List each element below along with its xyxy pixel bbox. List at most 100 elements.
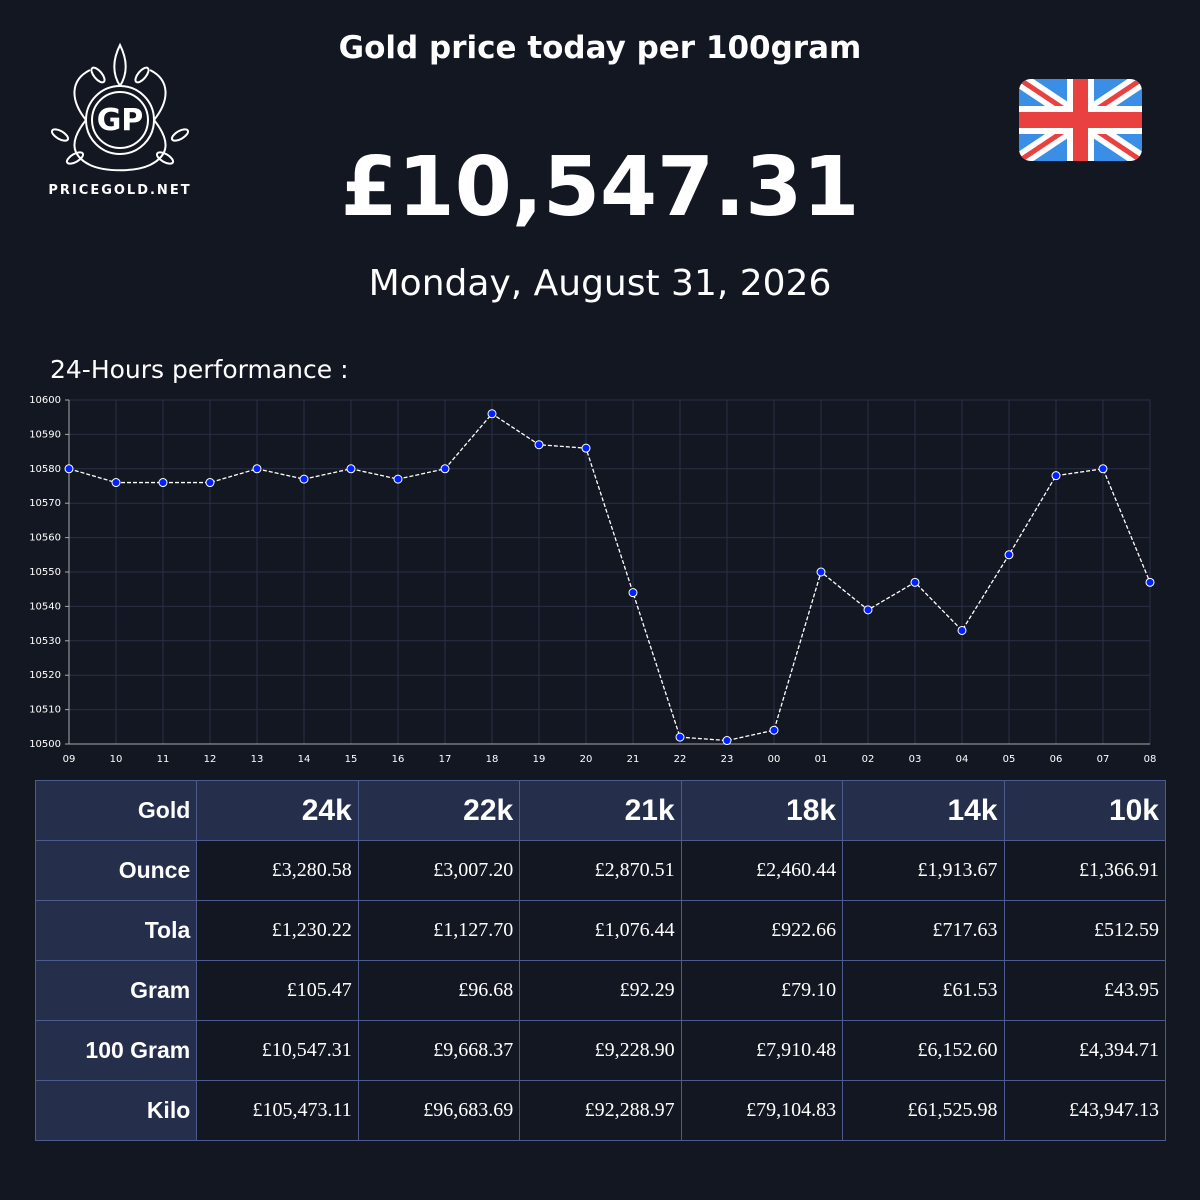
cell: £1,230.22 xyxy=(196,900,359,961)
y-tick-label: 10520 xyxy=(29,670,61,681)
point xyxy=(205,478,215,488)
point xyxy=(299,474,309,484)
cell: £105,473.11 xyxy=(196,1080,359,1141)
point xyxy=(534,440,544,450)
cell: £105.47 xyxy=(196,960,359,1021)
row-label: Kilo xyxy=(34,1080,198,1141)
cell: £92.29 xyxy=(519,960,682,1021)
x-tick-label: 05 xyxy=(1003,754,1016,765)
cell: 14k xyxy=(842,780,1005,841)
point xyxy=(769,725,779,735)
cell: 21k xyxy=(519,780,682,841)
x-tick-label: 15 xyxy=(345,754,358,765)
point xyxy=(628,588,638,598)
cell: £3,007.20 xyxy=(357,840,521,901)
point xyxy=(487,409,497,419)
cell: £79,104.83 xyxy=(680,1080,844,1141)
cell: 18k xyxy=(680,780,844,841)
x-tick-label: 09 xyxy=(63,754,76,765)
point xyxy=(1098,464,1108,474)
cell: £92,288.97 xyxy=(519,1080,682,1141)
x-tick-label: 06 xyxy=(1050,754,1063,765)
x-tick-label: 22 xyxy=(674,754,687,765)
cell: £6,152.60 xyxy=(842,1020,1005,1081)
y-tick-label: 10600 xyxy=(29,395,61,406)
cell: £61.53 xyxy=(842,960,1005,1021)
x-tick-label: 17 xyxy=(439,754,452,765)
cell: £3,280.58 xyxy=(196,840,359,901)
point xyxy=(957,625,967,635)
x-tick-label: 02 xyxy=(862,754,875,765)
x-tick-label: 16 xyxy=(392,754,405,765)
point xyxy=(816,567,826,577)
y-tick-label: 10510 xyxy=(29,705,61,716)
y-tick-label: 10590 xyxy=(29,429,61,440)
point xyxy=(675,732,685,742)
cell: £61,525.98 xyxy=(842,1080,1005,1141)
x-tick-label: 23 xyxy=(721,754,734,765)
x-tick-label: 12 xyxy=(204,754,217,765)
point xyxy=(393,474,403,484)
table-row: Gram £105.47 £96.68 £92.29 £79.10 £61.53 £43.9… xyxy=(34,960,1167,1021)
cell: £96,683.69 xyxy=(357,1080,521,1141)
y-tick-label: 10560 xyxy=(29,533,61,544)
cell: £7,910.48 xyxy=(680,1020,844,1081)
cell: £2,870.51 xyxy=(519,840,682,901)
cell: £4,394.71 xyxy=(1003,1020,1167,1081)
brand: PRICEGOLD.NET xyxy=(48,183,191,198)
logo: GP PRICEGOLD.NET xyxy=(48,42,191,198)
logo-text: GP xyxy=(97,103,144,138)
cell: £2,460.44 xyxy=(680,840,844,901)
date: Monday, August 31, 2026 xyxy=(368,263,832,304)
x-tick-label: 18 xyxy=(486,754,499,765)
y-tick-label: 10500 xyxy=(29,739,61,750)
flag xyxy=(1019,79,1142,161)
point xyxy=(440,464,450,474)
cell: 10k xyxy=(1003,780,1167,841)
point xyxy=(111,478,121,488)
cell: £1,366.91 xyxy=(1003,840,1167,901)
row-label: Ounce xyxy=(34,840,198,901)
price-table: Gold 24k 22k 21k 18k 14k 10k Ounce £3,280.58 £3,0… xyxy=(34,780,1167,1141)
y-tick-label: 10530 xyxy=(29,636,61,647)
cell: £79.10 xyxy=(680,960,844,1021)
x-tick-label: 21 xyxy=(627,754,640,765)
title: Gold price today per 100gram xyxy=(338,30,862,66)
cell: £43,947.13 xyxy=(1003,1080,1167,1141)
point xyxy=(158,478,168,488)
point xyxy=(1004,550,1014,560)
cell: £512.59 xyxy=(1003,900,1167,961)
table-row: Gold 24k 22k 21k 18k 14k 10k xyxy=(34,780,1167,841)
table-row: Ounce £3,280.58 £3,007.20 £2,870.51 £2,460.4… xyxy=(34,840,1167,901)
y-tick-label: 10540 xyxy=(29,601,61,612)
point xyxy=(346,464,356,474)
y-tick-label: 10550 xyxy=(29,567,61,578)
point xyxy=(64,464,74,474)
cell: £717.63 xyxy=(842,900,1005,961)
table-row: 100 Gram £10,547.31 £9,668.37 £9,228.90 £7,9… xyxy=(34,1020,1167,1081)
line xyxy=(68,412,1151,742)
point xyxy=(910,577,920,587)
row-label: Tola xyxy=(34,900,198,961)
row-label: Gram xyxy=(34,960,198,1021)
cell: 24k xyxy=(196,780,359,841)
cell: £43.95 xyxy=(1003,960,1167,1021)
x-tick-label: 00 xyxy=(768,754,781,765)
point xyxy=(1051,471,1061,481)
cell: £96.68 xyxy=(357,960,521,1021)
cell: £10,547.31 xyxy=(196,1020,359,1081)
row-label: Gold xyxy=(34,780,198,841)
x-tick-label: 19 xyxy=(533,754,546,765)
x-tick-label: 13 xyxy=(251,754,264,765)
row-label: 100 Gram xyxy=(34,1020,198,1081)
x-tick-label: 04 xyxy=(956,754,969,765)
point xyxy=(1145,577,1155,587)
cell: £9,228.90 xyxy=(519,1020,682,1081)
cell: £922.66 xyxy=(680,900,844,961)
x-tick-label: 11 xyxy=(157,754,170,765)
cell: £9,668.37 xyxy=(357,1020,521,1081)
chart-title: 24-Hours performance : xyxy=(50,355,349,384)
cell: 22k xyxy=(357,780,521,841)
chart: 10500 10510 10520 10530 10540 10550 10560 10570… xyxy=(29,395,1156,765)
